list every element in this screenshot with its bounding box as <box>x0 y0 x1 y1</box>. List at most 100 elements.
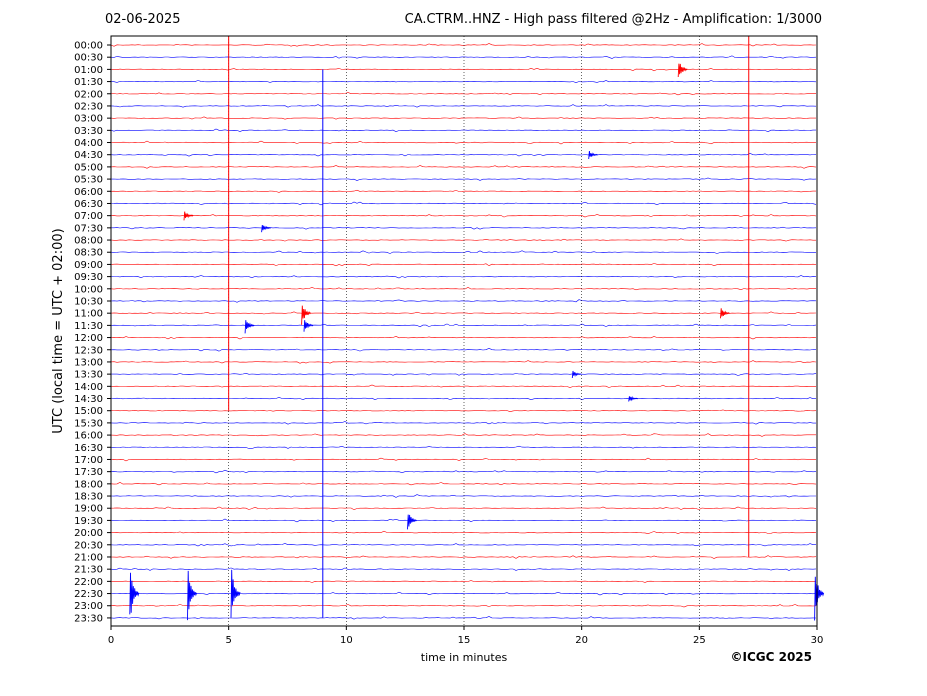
trace-row <box>110 457 817 462</box>
y-tick-label: 20:30 <box>74 540 103 551</box>
y-tick-label: 16:30 <box>74 443 103 454</box>
trace-row <box>110 165 817 169</box>
y-tick-label: 17:00 <box>74 455 103 466</box>
y-tick-label: 04:30 <box>74 150 103 161</box>
y-tick-label: 11:00 <box>74 309 103 320</box>
trace-row <box>110 567 817 571</box>
y-tick-label: 15:30 <box>74 418 103 429</box>
trace-row <box>110 616 817 620</box>
trace-row <box>110 238 816 242</box>
copyright-label: ©ICGC 2025 <box>730 650 812 664</box>
trace-row <box>110 214 817 218</box>
y-tick-label: 19:30 <box>74 516 103 527</box>
trace-row <box>110 360 817 364</box>
x-tick-label: 25 <box>693 635 706 646</box>
y-tick-label: 03:00 <box>74 114 103 125</box>
x-tick-label: 30 <box>811 635 824 646</box>
trace-row <box>110 67 816 72</box>
y-tick-label: 07:30 <box>74 223 103 234</box>
trace-row <box>110 347 817 352</box>
trace-row <box>110 323 817 328</box>
y-tick-label: 07:00 <box>74 211 103 222</box>
y-tick-label: 23:30 <box>74 613 103 624</box>
y-tick-label: 16:00 <box>74 431 103 442</box>
x-tick-label: 5 <box>225 635 231 646</box>
trace-row <box>110 396 817 401</box>
trace-row <box>110 55 817 59</box>
x-axis-ticks: 0 5 10 15 20 25 30 <box>108 626 824 646</box>
y-tick-label: 00:30 <box>74 53 103 64</box>
trace-row <box>110 201 817 206</box>
y-tick-label: 22:30 <box>74 589 103 600</box>
event-burst <box>588 151 599 160</box>
y-tick-label: 11:30 <box>74 321 103 332</box>
trace-row <box>110 287 817 291</box>
y-tick-label: 13:00 <box>74 357 103 368</box>
y-tick-label: 20:00 <box>74 528 103 539</box>
y-tick-label: 12:00 <box>74 333 103 344</box>
y-tick-label: 00:00 <box>74 41 103 52</box>
y-tick-label: 17:30 <box>74 467 103 478</box>
trace-row <box>110 250 817 254</box>
trace-row <box>110 445 817 449</box>
trace-row <box>110 604 817 608</box>
y-tick-label: 08:30 <box>74 248 103 259</box>
trace-row <box>110 43 817 47</box>
y-tick-label: 09:30 <box>74 272 103 283</box>
y-tick-label: 14:00 <box>74 382 103 393</box>
y-tick-label: 06:00 <box>74 187 103 198</box>
date-label: 02-06-2025 <box>105 12 181 27</box>
trace-row <box>110 421 816 425</box>
trace-row <box>110 530 817 535</box>
trace-row <box>110 482 817 486</box>
y-tick-label: 03:30 <box>74 126 103 137</box>
y-tick-label: 01:30 <box>74 77 103 88</box>
y-tick-label: 14:30 <box>74 394 103 405</box>
y-tick-label: 13:30 <box>74 370 103 381</box>
trace-row <box>110 140 816 145</box>
event-burst <box>720 308 730 319</box>
trace-row <box>110 469 817 474</box>
trace-row <box>110 591 817 596</box>
y-tick-label: 04:00 <box>74 138 103 149</box>
trace-row <box>110 189 816 193</box>
y-tick-label: 02:00 <box>74 89 103 100</box>
y-tick-label: 23:00 <box>74 601 103 612</box>
y-tick-label: 18:00 <box>74 479 103 490</box>
trace-row <box>110 433 816 437</box>
y-tick-label: 10:00 <box>74 284 103 295</box>
event-burst <box>129 572 140 615</box>
trace-row <box>110 92 817 96</box>
event-burst <box>261 225 271 233</box>
y-tick-label: 05:30 <box>74 175 103 186</box>
y-tick-label: 01:00 <box>74 65 103 76</box>
trace-row <box>110 104 817 108</box>
y-tick-label: 02:30 <box>74 101 103 112</box>
y-tick-label: 18:30 <box>74 492 103 503</box>
event-burst <box>303 320 314 332</box>
event-burst <box>230 569 241 618</box>
trace-row <box>110 263 817 267</box>
y-tick-label: 12:30 <box>74 345 103 356</box>
trace-row <box>110 543 816 547</box>
y-tick-label: 21:00 <box>74 552 103 563</box>
event-burst <box>407 514 417 530</box>
trace-row <box>110 80 817 84</box>
trace-row <box>111 580 817 583</box>
y-tick-label: 10:30 <box>74 296 103 307</box>
trace-row <box>111 226 817 230</box>
seismic-events <box>129 63 825 621</box>
x-tick-label: 15 <box>458 635 471 646</box>
trace-row <box>110 116 817 120</box>
trace-row <box>111 384 817 388</box>
trace-row <box>110 275 817 279</box>
y-axis-label: UTC (local time = UTC + 02:00) <box>51 228 66 433</box>
event-burst <box>183 211 194 221</box>
trace-rows <box>110 43 817 620</box>
trace-row <box>110 152 817 157</box>
y-tick-label: 08:00 <box>74 236 103 247</box>
event-burst <box>571 370 582 379</box>
y-tick-label: 21:30 <box>74 565 103 576</box>
